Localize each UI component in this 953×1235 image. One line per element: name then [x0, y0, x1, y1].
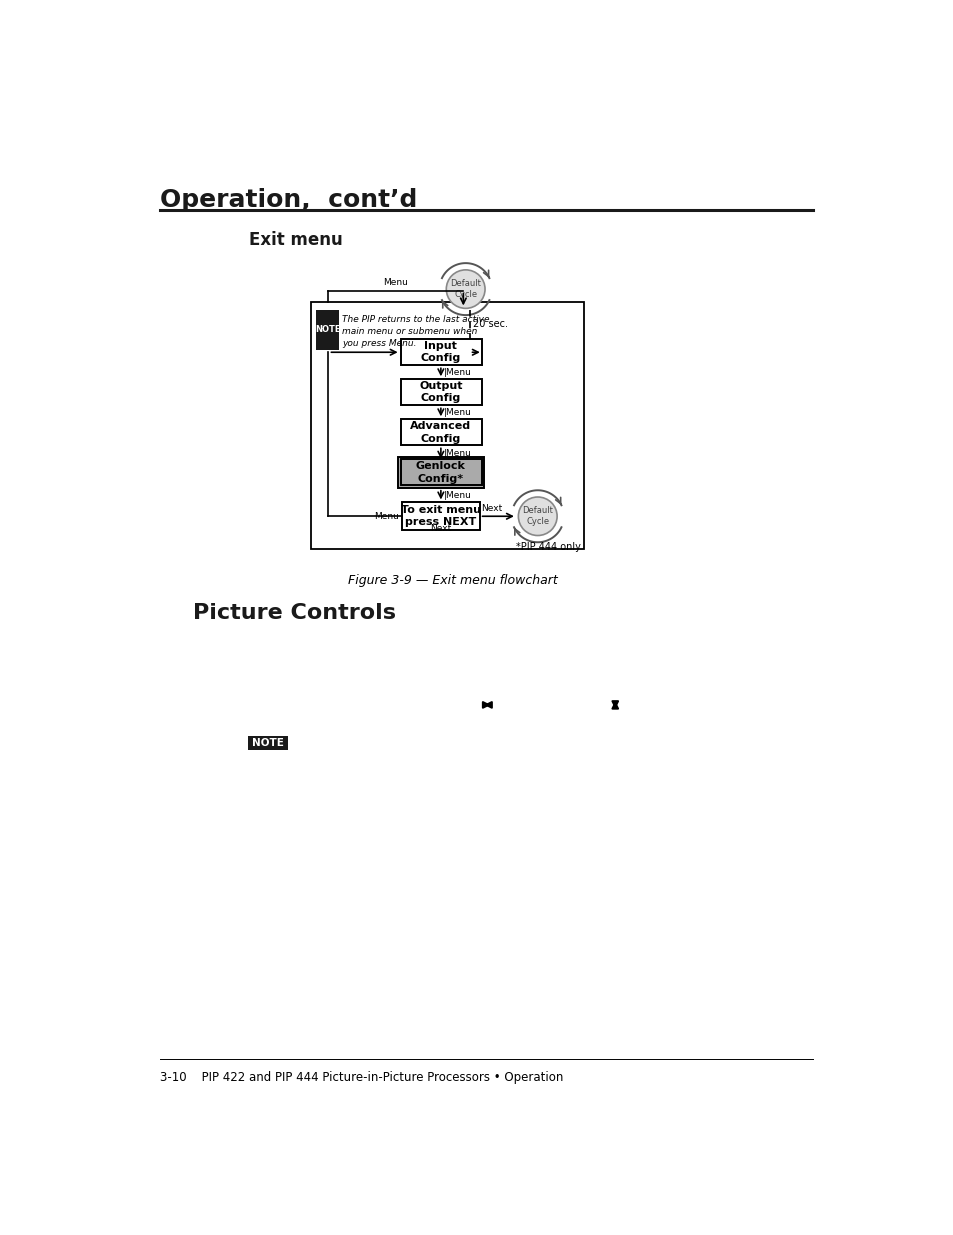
Text: Default
Cycle: Default Cycle [450, 279, 480, 299]
Text: NOTE: NOTE [252, 737, 284, 747]
Circle shape [517, 496, 557, 536]
Text: |Menu: |Menu [443, 408, 472, 416]
Bar [248, 736, 288, 750]
Text: The PIP returns to the last active
main menu or submenu when
you press Menu.: The PIP returns to the last active main … [342, 315, 490, 348]
Text: NOTE: NOTE [314, 325, 340, 335]
Text: Next: Next [430, 524, 451, 534]
Text: 3-10    PIP 422 and PIP 444 Picture-in-Picture Processors • Operation: 3-10 PIP 422 and PIP 444 Picture-in-Pict… [159, 1071, 562, 1083]
Text: 20 sec.: 20 sec. [472, 319, 507, 329]
Bar [400, 379, 481, 405]
Text: To exit menu
press NEXT: To exit menu press NEXT [400, 505, 480, 527]
Text: Genlock
Config*: Genlock Config* [416, 461, 465, 484]
Text: *PIP 444 only: *PIP 444 only [516, 542, 580, 552]
Text: |Menu: |Menu [443, 450, 472, 458]
Bar [311, 303, 583, 548]
Bar [400, 459, 481, 485]
Bar [315, 310, 339, 350]
Circle shape [446, 270, 484, 309]
Text: Exit menu: Exit menu [249, 231, 343, 249]
Bar [397, 457, 484, 488]
Text: Advanced
Config: Advanced Config [410, 421, 471, 443]
Text: Figure 3-9 — Exit menu flowchart: Figure 3-9 — Exit menu flowchart [347, 574, 557, 587]
Bar [400, 419, 481, 446]
Text: Menu: Menu [374, 511, 398, 521]
Text: |Menu: |Menu [443, 490, 472, 500]
Bar [400, 340, 481, 366]
Text: Menu: Menu [383, 278, 408, 287]
Text: Output
Config: Output Config [418, 382, 462, 404]
Text: Input
Config: Input Config [420, 341, 460, 363]
Text: |Menu: |Menu [443, 368, 472, 377]
Bar [402, 503, 479, 530]
Text: Default
Cycle: Default Cycle [521, 506, 553, 526]
Text: Operation,  cont’d: Operation, cont’d [159, 188, 416, 212]
Text: Next: Next [480, 504, 502, 514]
Text: Picture Controls: Picture Controls [193, 603, 395, 622]
